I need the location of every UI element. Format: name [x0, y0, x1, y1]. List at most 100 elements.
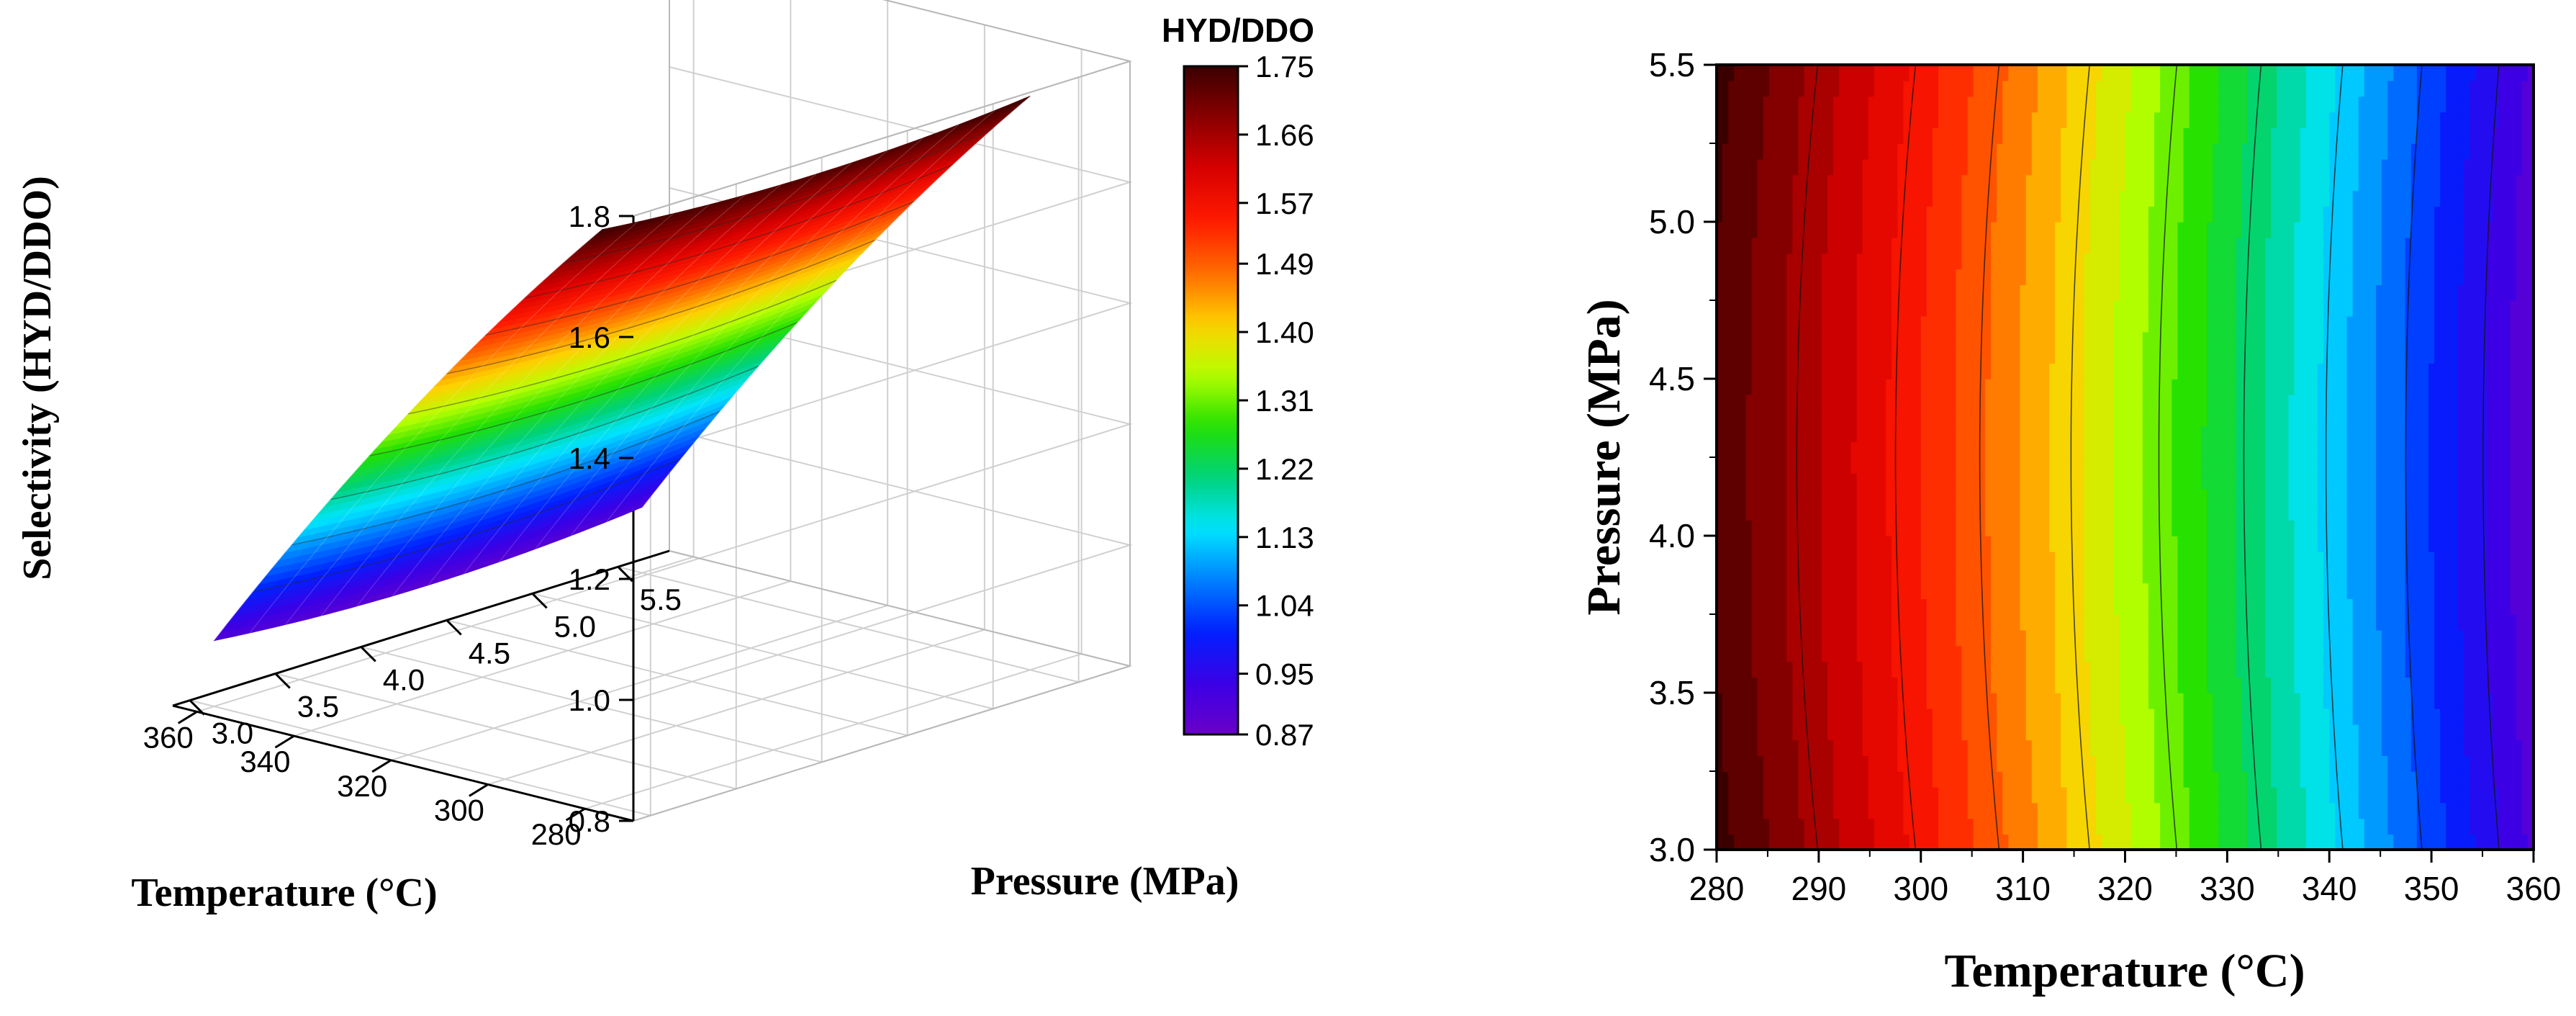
contour-cell: [1856, 174, 1863, 192]
contour-cell: [1956, 269, 1963, 285]
contour-cell: [1961, 222, 1969, 238]
contour-cell: [1874, 771, 1881, 788]
contour-cell: [1740, 614, 1747, 631]
contour-cell: [1827, 834, 1834, 850]
contour-cell: [1845, 300, 1852, 317]
contour-cell: [2102, 174, 2108, 192]
contour-cell: [1909, 363, 1916, 379]
contour-cell: [2008, 693, 2015, 709]
contour-cell: [1874, 520, 1881, 536]
contour-cell: [1973, 520, 1980, 536]
contour-cell: [2031, 645, 2038, 662]
contour-cell: [1850, 629, 1858, 647]
contour-cell: [1740, 834, 1747, 850]
contour-cell: [2089, 143, 2097, 160]
contour-cell: [2113, 269, 2120, 285]
contour-cell: [2095, 786, 2102, 804]
contour-cell: [2002, 645, 2010, 662]
contour-cell: [1734, 708, 1741, 725]
contour-cell: [2089, 834, 2097, 850]
contour-cell: [1984, 661, 1992, 678]
contour-cell: [1768, 693, 1776, 709]
contour-cell: [2049, 284, 2056, 301]
contour-cell: [2072, 677, 2079, 693]
contour-cell: [2089, 536, 2097, 552]
contour-cell: [1938, 614, 1945, 631]
contour-cell: [1944, 724, 1951, 741]
contour-cell: [2095, 472, 2102, 490]
contour-cell: [1961, 206, 1969, 222]
contour-cell: [1833, 488, 1840, 505]
contour-cell: [2113, 112, 2120, 128]
contour-cell: [2008, 284, 2015, 301]
contour-cell: [1839, 614, 1846, 631]
contour-cell: [2020, 755, 2027, 772]
contour-cell: [1903, 520, 1910, 536]
contour-cell: [1827, 536, 1834, 552]
contour-cell: [1997, 410, 2004, 427]
contour-cell: [1781, 363, 1788, 379]
contour-cell: [2078, 567, 2085, 584]
contour-cell: [2049, 661, 2056, 678]
contour-cell: [1728, 284, 1735, 301]
contour-cell: [1938, 65, 1945, 81]
contour-cell: [2025, 629, 2033, 647]
contour-cell: [1734, 269, 1741, 285]
contour-cell: [1722, 802, 1730, 819]
contour-cell: [1944, 222, 1951, 238]
contour-cell: [2078, 379, 2085, 395]
contour-cell: [1845, 708, 1852, 725]
contour-cell: [1804, 755, 1811, 772]
contour-cell: [1839, 331, 1846, 349]
contour-cell: [2078, 426, 2085, 442]
contour-cell: [2113, 379, 2120, 395]
contour-cell: [1950, 269, 1957, 285]
contour-cell: [1897, 708, 1904, 725]
contour-cell: [1786, 818, 1794, 835]
contour-cell: [1897, 112, 1904, 128]
contour-cell: [1956, 127, 1963, 144]
contour-cell: [1850, 284, 1858, 301]
contour-cell: [1973, 645, 1980, 662]
contour-cell: [1903, 441, 1910, 458]
contour-cell: [2049, 677, 2056, 693]
contour-cell: [1956, 347, 1963, 364]
contour-cell: [2119, 363, 2126, 379]
contour-cell: [1763, 693, 1770, 709]
contour-cell: [1740, 315, 1747, 333]
contour-cell: [2020, 127, 2027, 144]
contour-cell: [2037, 755, 2044, 772]
colorbar-tick-label: 0.95: [1255, 657, 1314, 691]
contour-cell: [1979, 394, 1986, 411]
contour-cell: [1886, 536, 1893, 552]
contour-cell: [2061, 190, 2068, 207]
contour-cell: [2130, 693, 2138, 709]
contour-cell: [1728, 708, 1735, 725]
contour-cell: [2084, 786, 2091, 804]
contour-cell: [1926, 379, 1933, 395]
contour-cell: [1991, 755, 1997, 772]
contour-cell: [1920, 536, 1928, 552]
y-tick-label: 4.0: [383, 662, 425, 696]
contour-cell: [2002, 629, 2010, 647]
contour-cell: [1961, 410, 1969, 427]
colorbar-tick-label: 1.31: [1255, 384, 1314, 418]
contour-cell: [1997, 504, 2004, 521]
contour-cell: [2084, 598, 2091, 615]
contour-cell: [1757, 174, 1764, 192]
contour-cell: [1781, 771, 1788, 788]
contour-cell: [1903, 645, 1910, 662]
contour-cell: [1973, 347, 1980, 364]
contour-cell: [1892, 206, 1899, 222]
contour-cell: [1909, 379, 1916, 395]
contour-cell: [2037, 300, 2044, 317]
contour-cell: [1880, 96, 1886, 113]
contour-cell: [1722, 410, 1730, 427]
contour-cell: [1751, 379, 1758, 395]
contour-cell: [1821, 174, 1828, 192]
contour-cell: [1926, 426, 1933, 442]
contour-cell: [1868, 504, 1875, 521]
contour-cell: [1722, 536, 1730, 552]
contour-cell: [2055, 284, 2062, 301]
